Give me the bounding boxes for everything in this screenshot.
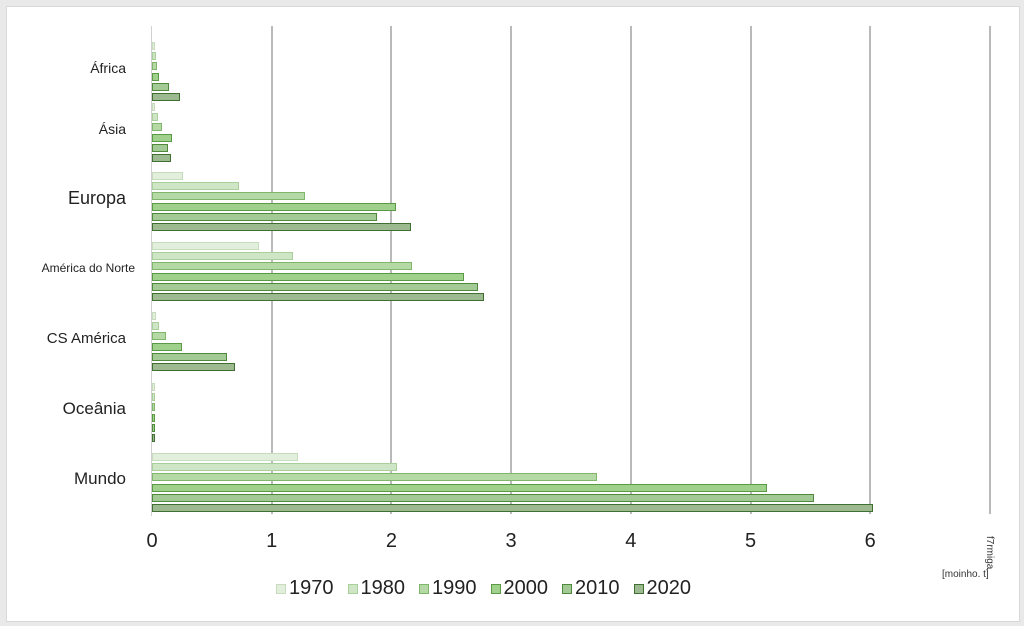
bar-1980 <box>152 52 156 61</box>
chart-frame <box>6 6 1020 622</box>
bar-1970 <box>152 42 155 50</box>
bar-2010 <box>152 423 155 432</box>
x-tick-label: 0 <box>146 530 158 552</box>
gridline <box>869 26 872 514</box>
bar-2020 <box>152 434 155 442</box>
gridline <box>629 26 632 514</box>
legend-swatch-icon <box>347 583 358 594</box>
legend-swatch-icon <box>490 583 501 594</box>
gridline <box>988 26 991 514</box>
category-label: África <box>90 60 126 77</box>
bar-2000 <box>152 202 397 211</box>
category-label: CS América <box>46 329 126 347</box>
legend-swatch-icon <box>562 583 572 594</box>
bar-2020 <box>152 93 180 101</box>
x-tick-label: 1 <box>266 530 278 552</box>
category-label: Ásia <box>98 121 126 138</box>
bar-2000 <box>152 72 160 81</box>
bar-1990 <box>152 473 598 482</box>
legend-label: 1970 <box>289 577 334 599</box>
bar-2020 <box>152 223 411 231</box>
category-label: América do Norte <box>41 261 135 276</box>
bar-1970 <box>152 172 184 180</box>
legend-label: 2000 <box>503 577 549 599</box>
bar-1970 <box>152 103 155 111</box>
bar-1990 <box>152 262 412 271</box>
gridline <box>749 26 752 514</box>
bar-2000 <box>152 133 173 142</box>
unit-label-rotated: f7rmiga <box>984 536 995 570</box>
bar-1990 <box>152 403 155 412</box>
x-tick-label: 6 <box>864 530 876 552</box>
bar-2020 <box>152 504 873 512</box>
legend-swatch-icon <box>276 583 286 594</box>
legend-label: 2010 <box>575 577 620 599</box>
bar-2000 <box>152 342 182 351</box>
bar-1990 <box>152 192 306 201</box>
category-label: Mundo <box>74 469 126 489</box>
bar-2020 <box>152 293 484 301</box>
x-tick-label: 4 <box>625 530 637 552</box>
zero-axis-line <box>151 26 152 516</box>
bar-1980 <box>152 113 158 122</box>
bar-1970 <box>152 383 155 391</box>
bar-2020 <box>152 154 172 162</box>
bar-1970 <box>152 242 259 250</box>
bar-1970 <box>152 312 156 320</box>
bar-1980 <box>152 252 294 261</box>
x-tick-label: 3 <box>505 530 517 552</box>
bar-2000 <box>152 272 465 281</box>
bar-2010 <box>152 82 169 91</box>
legend-item-1990: 1990 <box>419 577 477 600</box>
bar-1980 <box>152 463 398 472</box>
legend-swatch-icon <box>633 583 644 594</box>
category-label: Europa <box>67 187 126 208</box>
legend-label: 1980 <box>360 577 406 599</box>
bar-2010 <box>152 352 228 361</box>
bar-2020 <box>152 363 235 371</box>
legend-item-2000: 2000 <box>490 577 549 600</box>
legend-item-1980: 1980 <box>347 577 406 600</box>
gridline <box>510 26 513 514</box>
bar-2010 <box>152 282 478 291</box>
bar-2010 <box>152 493 814 502</box>
bar-2010 <box>152 212 378 221</box>
bar-1970 <box>152 453 299 461</box>
bar-1990 <box>152 62 157 71</box>
x-tick-label: 5 <box>744 530 757 552</box>
bar-1980 <box>152 393 155 402</box>
legend-label: 1990 <box>432 577 477 599</box>
legend-item-2010: 2010 <box>562 577 620 600</box>
bar-2000 <box>152 483 768 492</box>
legend-item-2020: 2020 <box>633 577 692 600</box>
bar-1980 <box>152 322 160 331</box>
bar-1990 <box>152 332 167 341</box>
chart-legend: 1970 1980 1990 2000 2010 2020 <box>276 577 691 600</box>
unit-label: [moinho. t] <box>942 569 989 580</box>
bar-2000 <box>152 413 155 422</box>
bar-1980 <box>152 182 240 191</box>
x-tick-label: 2 <box>385 530 397 552</box>
bar-2010 <box>152 143 168 152</box>
category-label: Oceânia <box>62 399 126 419</box>
legend-swatch-icon <box>419 583 429 594</box>
bar-1990 <box>152 123 162 132</box>
legend-item-1970: 1970 <box>276 577 334 600</box>
legend-label: 2020 <box>646 577 692 599</box>
